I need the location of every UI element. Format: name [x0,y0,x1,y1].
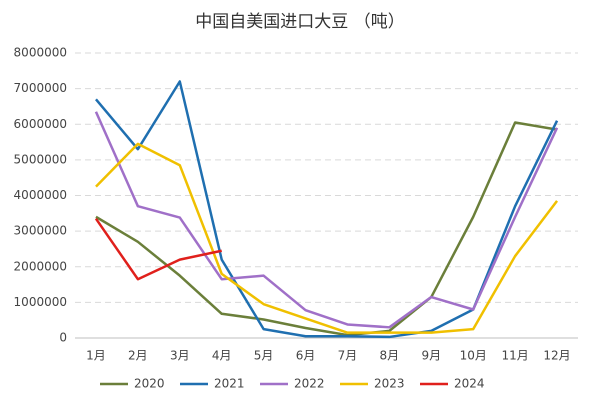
x-tick-label: 5月 [254,349,274,363]
line-series [95,80,559,339]
x-tick-label: 1月 [86,349,106,363]
legend-label: 2021 [214,377,245,391]
line-series [95,142,559,334]
x-tick-label: 3月 [170,349,190,363]
legend-label: 2022 [294,377,325,391]
x-tick-label: 4月 [212,349,232,363]
y-tick-label: 5000000 [14,152,67,166]
x-tick-label: 11月 [501,349,528,363]
y-tick-label: 8000000 [14,46,67,60]
x-tick-label: 10月 [460,349,487,363]
y-tick-label: 1000000 [14,295,67,309]
chart-title: 中国自美国进口大豆 （吨） [195,12,404,32]
legend-label: 2023 [374,377,405,391]
x-tick-label: 8月 [380,349,400,363]
y-tick-label: 3000000 [14,224,67,238]
x-tick-label: 9月 [421,349,441,363]
x-tick-label: 6月 [296,349,316,363]
y-tick-label: 0 [59,331,67,345]
x-tick-label: 2月 [128,349,148,363]
line-series [94,217,222,281]
legend-label: 2020 [134,377,165,391]
y-tick-label: 4000000 [14,188,67,202]
line-series [95,121,558,337]
y-tick-label: 6000000 [14,117,67,131]
legend-label: 2024 [454,377,485,391]
x-tick-label: 7月 [338,349,358,363]
y-tick-label: 2000000 [14,259,67,273]
x-tick-label: 12月 [543,349,570,363]
line-series [94,111,559,329]
y-tick-label: 7000000 [14,81,67,95]
